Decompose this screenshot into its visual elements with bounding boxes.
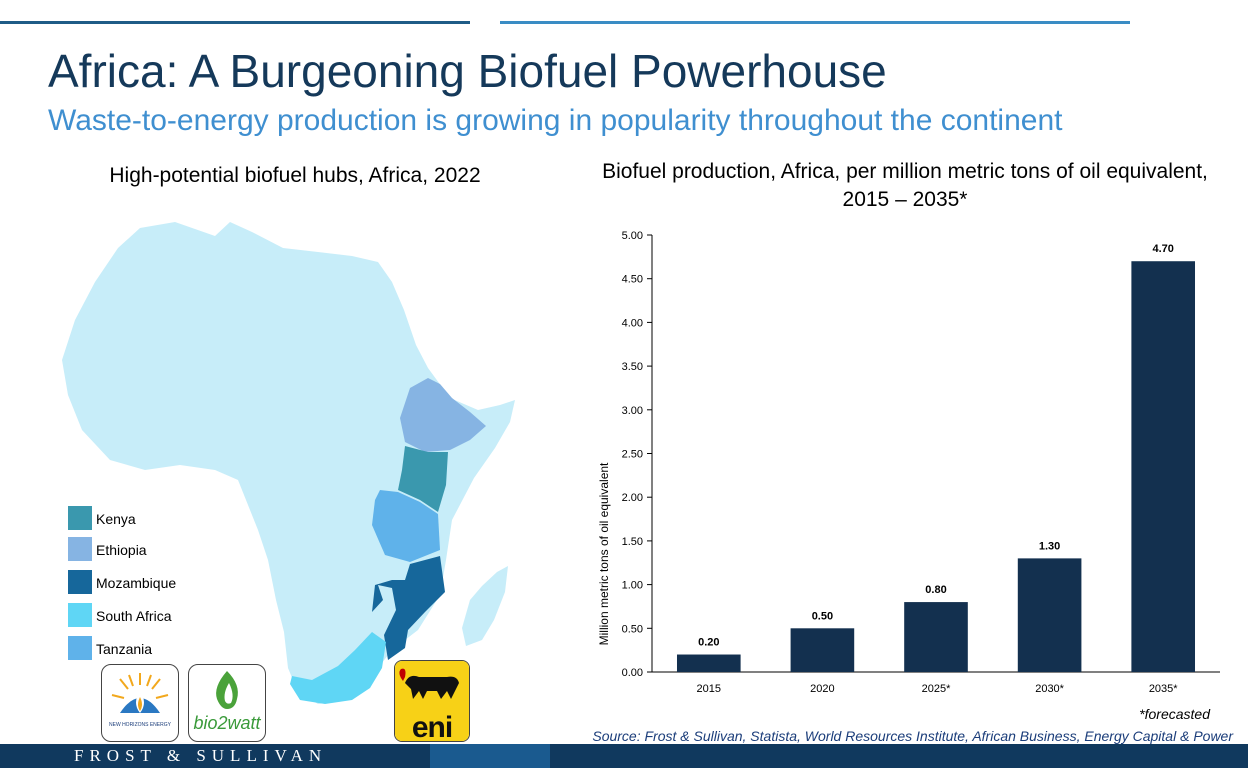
ethiopia-shape (400, 378, 486, 452)
y-tick-label: 3.50 (622, 361, 643, 373)
eni-logo: eni (394, 660, 470, 742)
x-tick-label: 2020 (810, 683, 834, 695)
tanzania-shape (372, 490, 440, 562)
y-tick-label: 1.00 (622, 580, 643, 592)
bar (676, 654, 741, 672)
footer-bar-accent (430, 744, 550, 768)
source-note: Source: Frost & Sullivan, Statista, Worl… (592, 728, 1233, 744)
kenya-shape (398, 446, 448, 512)
y-tick-label: 4.50 (622, 274, 643, 286)
legend-label: Tanzania (96, 641, 153, 657)
y-axis-label: Million metric tons of oil equivalent (597, 462, 611, 645)
y-tick-labels: 0.00 0.50 1.00 1.50 2.00 2.50 3.00 3.50 4.00 4.50… (622, 230, 643, 679)
x-tick-label: 2030* (1035, 683, 1064, 695)
y-tick-label: 0.50 (622, 623, 643, 635)
legend-label: Kenya (96, 511, 136, 527)
y-tick-label: 4.00 (622, 317, 643, 329)
page-title: Africa: A Burgeoning Biofuel Powerhouse (48, 45, 887, 97)
footer-bar: FROST & SULLIVAN (0, 744, 1248, 768)
chart-title: Biofuel production, Africa, per million … (602, 160, 1208, 211)
top-accent-line-right (500, 21, 1130, 24)
bio2watt-wordmark: bio2watt (193, 713, 261, 733)
x-tick-label: 2015 (697, 683, 721, 695)
sunburst-icon (111, 673, 169, 713)
legend-swatch (68, 570, 92, 594)
forecast-footnote: *forecasted (1139, 706, 1210, 722)
y-tick-label: 0.00 (622, 667, 643, 679)
data-label: 4.70 (1152, 243, 1173, 255)
bio2watt-logo: bio2watt (188, 664, 266, 742)
mozambique-shape (372, 556, 445, 660)
new-horizons-wordmark: NEW HORIZONS ENERGY (109, 722, 171, 728)
six-legged-dog-icon (399, 668, 459, 699)
data-label: 0.20 (698, 637, 719, 649)
x-tick-label: 2025* (922, 683, 951, 695)
page-subtitle: Waste-to-energy production is growing in… (48, 104, 1063, 137)
legend-label: South Africa (96, 608, 172, 624)
y-tick-label: 3.00 (622, 405, 643, 417)
bar (1131, 261, 1196, 672)
data-label: 0.80 (925, 584, 946, 596)
legend-swatch (68, 603, 92, 627)
data-labels: 0.20 0.50 0.80 1.30 4.70 (698, 243, 1174, 648)
new-horizons-logo: NEW HORIZONS ENERGY (101, 664, 179, 742)
eni-wordmark: eni (411, 711, 453, 742)
x-tick-labels: 2015 2020 2025* 2030* 2035* (697, 683, 1179, 695)
y-tick-label: 2.50 (622, 449, 643, 461)
x-tick-label: 2035* (1149, 683, 1178, 695)
africa-map (62, 222, 515, 704)
frost-sullivan-brand: FROST & SULLIVAN (74, 746, 328, 765)
madagascar-shape (462, 566, 508, 646)
legend-label: Ethiopia (96, 542, 147, 558)
south-africa-shape (290, 632, 386, 704)
chart-bars (676, 261, 1196, 672)
biofuel-bar-chart: 0.00 0.50 1.00 1.50 2.00 2.50 3.00 3.50 4.00 4.50… (597, 230, 1220, 695)
y-tick-label: 5.00 (622, 230, 643, 242)
bar (1017, 558, 1082, 672)
y-tick-label: 1.50 (622, 536, 643, 548)
legend-label: Mozambique (96, 575, 177, 591)
bar (904, 602, 968, 672)
y-tick-label: 2.00 (622, 492, 643, 504)
flame-icon (216, 671, 238, 709)
legend-swatch (68, 636, 92, 660)
data-label: 0.50 (812, 610, 833, 622)
bar (790, 628, 855, 672)
map-title: High-potential biofuel hubs, Africa, 202… (109, 164, 481, 187)
eni-background (395, 661, 469, 741)
legend-swatch (68, 506, 92, 530)
top-accent-line (0, 21, 470, 24)
legend-swatch (68, 537, 92, 561)
data-label: 1.30 (1039, 540, 1060, 552)
